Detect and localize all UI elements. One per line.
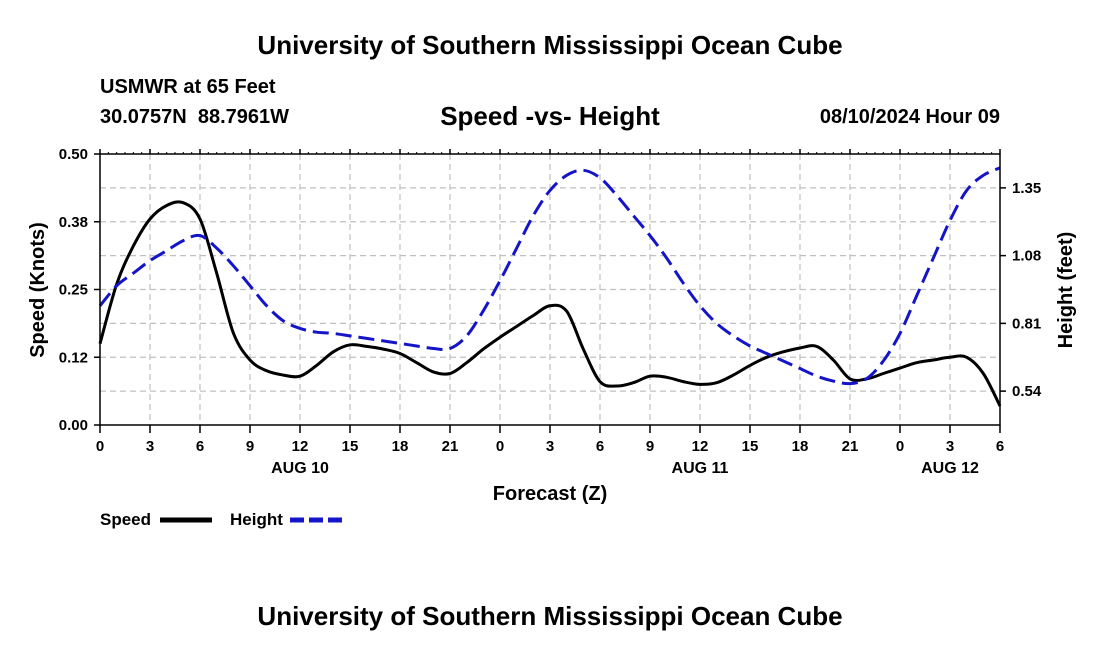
x-tick-label: 15: [342, 438, 359, 455]
forecast-date: 08/10/2024 Hour 09: [819, 106, 1000, 128]
x-tick-label: 0: [96, 438, 104, 455]
y-right-tick-label: 0.54: [1012, 383, 1042, 400]
y-left-tick-label: 0.38: [59, 214, 88, 231]
legend-speed-label: Speed: [100, 510, 151, 529]
legend-height-label: Height: [230, 510, 283, 529]
series-lines: [98, 166, 1002, 407]
y-axis-left-label: Speed (Knots): [27, 222, 49, 358]
x-axis-label: Forecast (Z): [493, 483, 607, 505]
footer-title: University of Southern Mississippi Ocean…: [257, 601, 843, 631]
x-tick-label: 9: [246, 438, 254, 455]
x-tick-label: 18: [392, 438, 409, 455]
axes: 0 3 6 9 12 15 18 21 0 3 6 9 12 15 18 21 0 3 6 AUG 10 AUG 11 A…: [59, 146, 1042, 477]
speed-series-line: [98, 200, 1002, 407]
x-tick-label: 0: [896, 438, 904, 455]
height-series-line: [98, 166, 1001, 386]
x-tick-label: 12: [292, 438, 309, 455]
y-right-tick-label: 1.35: [1012, 180, 1041, 197]
x-tick-label: 18: [792, 438, 809, 455]
x-tick-label: 12: [692, 438, 709, 455]
x-tick-label: 21: [842, 438, 859, 455]
x-tick-label: 9: [646, 438, 654, 455]
x-tick-label: 21: [442, 438, 459, 455]
x-tick-label: 3: [946, 438, 954, 455]
y-left-tick-label: 0.12: [59, 349, 88, 366]
y-left-tick-label: 0.00: [59, 417, 88, 434]
x-tick-label: 6: [196, 438, 204, 455]
y-right-tick-label: 0.81: [1012, 315, 1041, 332]
day-label: AUG 11: [672, 460, 729, 477]
y-axis-right-label: Height (feet): [1055, 232, 1077, 349]
y-left-tick-label: 0.25: [59, 282, 88, 299]
x-tick-label: 6: [596, 438, 604, 455]
legend: Speed Height: [100, 510, 342, 529]
y-right-tick-label: 1.08: [1012, 248, 1041, 265]
station-label: USMWR at 65 Feet: [100, 76, 276, 98]
x-tick-label: 0: [496, 438, 504, 455]
day-label: AUG 12: [921, 460, 979, 477]
x-tick-label: 6: [996, 438, 1004, 455]
grid: [100, 154, 1000, 425]
chart-title: Speed -vs- Height: [440, 101, 660, 131]
station-coordinates: 30.0757N 88.7961W: [100, 106, 290, 128]
main-title: University of Southern Mississippi Ocean…: [257, 30, 843, 60]
x-tick-label: 3: [546, 438, 554, 455]
day-label: AUG 10: [271, 460, 329, 477]
y-left-tick-label: 0.50: [59, 146, 88, 163]
x-tick-label: 15: [742, 438, 759, 455]
x-tick-label: 3: [146, 438, 154, 455]
